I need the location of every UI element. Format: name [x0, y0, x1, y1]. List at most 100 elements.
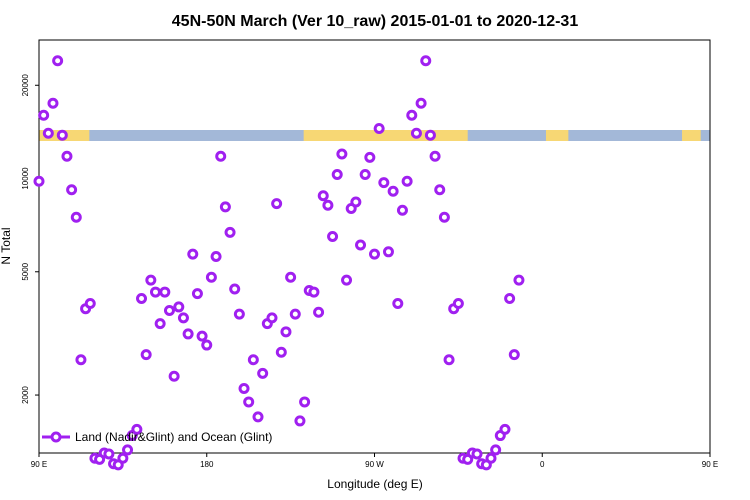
data-point: [336, 148, 348, 160]
data-point: [406, 109, 418, 121]
data-point: [396, 204, 408, 216]
y-tick-label: 2000: [21, 386, 30, 404]
data-point: [443, 354, 455, 366]
x-tick-label: 0: [540, 460, 545, 469]
data-point: [299, 396, 311, 408]
x-tick-label: 90 W: [365, 460, 384, 469]
x-tick-label: 180: [200, 460, 214, 469]
data-point: [257, 367, 269, 379]
data-point: [438, 211, 450, 223]
data-point: [229, 283, 241, 295]
data-point: [136, 292, 148, 304]
data-point: [401, 175, 413, 187]
x-tick-label: 90 E: [702, 460, 718, 469]
land-segment: [545, 130, 569, 141]
data-point: [187, 248, 199, 260]
land-ocean-mask-strip: [39, 130, 710, 141]
data-point: [452, 297, 464, 309]
x-axis: 90 E 180 90 W 0 90 E: [31, 453, 718, 469]
data-point: [485, 452, 497, 464]
data-point: [173, 301, 185, 313]
data-point: [382, 246, 394, 258]
data-point: [177, 312, 189, 324]
data-point: [140, 349, 152, 361]
data-point: [42, 127, 54, 139]
data-point: [247, 354, 259, 366]
data-points: [33, 55, 525, 471]
x-tick-label: 90 E: [31, 460, 47, 469]
data-point: [313, 306, 325, 318]
data-point: [191, 288, 203, 300]
data-point: [215, 150, 227, 162]
plot-frame: [38, 39, 711, 454]
data-point: [56, 129, 68, 141]
data-point: [327, 230, 339, 242]
data-point: [38, 109, 50, 121]
data-point: [131, 423, 143, 435]
data-point: [233, 308, 245, 320]
data-point: [280, 326, 292, 338]
data-point: [499, 423, 511, 435]
land-segment: [303, 130, 468, 141]
y-tick-label: 10000: [21, 167, 30, 190]
legend-entry-label: Land (Nadir&Glint) and Ocean (Glint): [75, 430, 272, 444]
data-point: [373, 123, 385, 135]
data-point: [415, 97, 427, 109]
data-point: [275, 346, 287, 358]
data-point: [317, 190, 329, 202]
data-point: [350, 196, 362, 208]
data-point: [47, 97, 59, 109]
data-point: [513, 274, 525, 286]
data-point: [168, 370, 180, 382]
data-point: [163, 304, 175, 316]
legend-swatch-marker: [50, 431, 62, 443]
x-axis-label: Longitude (deg E): [327, 477, 422, 491]
data-point: [322, 199, 334, 211]
y-tick-label: 20000: [21, 74, 30, 97]
data-point: [117, 452, 129, 464]
chart-title: 45N-50N March (Ver 10_raw) 2015-01-01 to…: [172, 13, 579, 30]
data-point: [378, 177, 390, 189]
data-point: [429, 150, 441, 162]
data-point: [201, 339, 213, 351]
data-point: [145, 274, 157, 286]
data-point: [355, 239, 367, 251]
data-point: [159, 286, 171, 298]
data-point: [471, 448, 483, 460]
data-point: [285, 271, 297, 283]
data-point: [508, 349, 520, 361]
data-point: [410, 127, 422, 139]
y-tick-label: 5000: [21, 262, 30, 280]
data-point: [364, 151, 376, 163]
data-point: [210, 251, 222, 263]
data-point: [266, 312, 278, 324]
data-point: [219, 201, 231, 213]
y-axis-label: N Total: [0, 227, 13, 264]
data-point: [420, 55, 432, 67]
data-point: [243, 396, 255, 408]
data-point: [149, 286, 161, 298]
data-point: [224, 226, 236, 238]
land-segment: [682, 130, 701, 141]
data-point: [359, 169, 371, 181]
data-point: [154, 318, 166, 330]
data-point: [61, 150, 73, 162]
data-point: [434, 184, 446, 196]
data-point: [238, 382, 250, 394]
data-point: [252, 411, 264, 423]
y-axis: 2000 5000 10000 20000: [21, 74, 39, 404]
data-point: [196, 330, 208, 342]
data-point: [392, 297, 404, 309]
data-point: [369, 248, 380, 260]
data-point: [504, 292, 516, 304]
data-point: [424, 129, 436, 141]
data-point: [289, 308, 301, 320]
data-point: [331, 169, 343, 181]
data-point: [70, 211, 82, 223]
data-point: [490, 444, 502, 456]
data-point: [52, 55, 64, 67]
data-point: [387, 185, 399, 197]
data-point: [205, 271, 217, 283]
data-point: [182, 328, 194, 340]
